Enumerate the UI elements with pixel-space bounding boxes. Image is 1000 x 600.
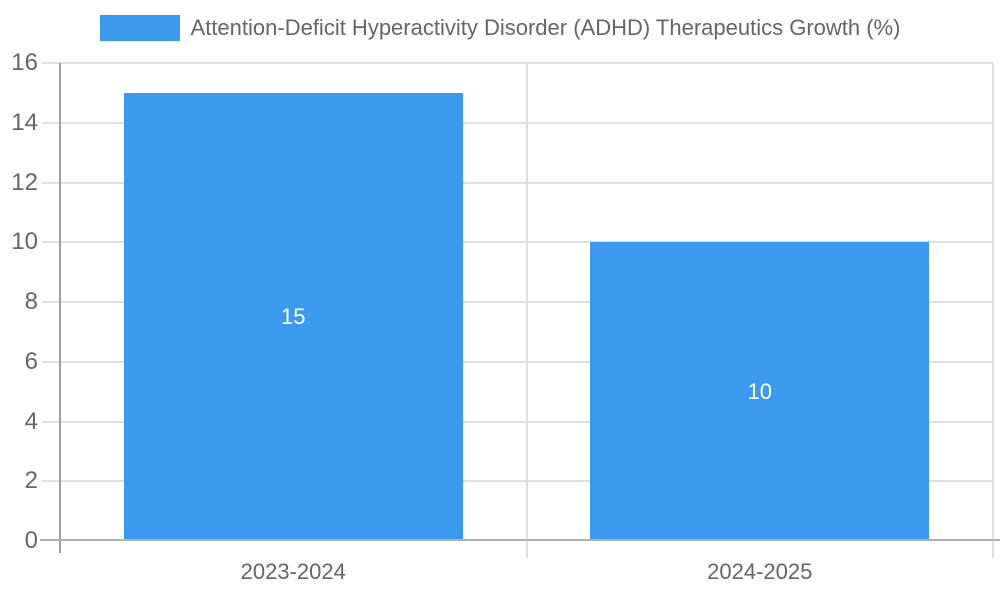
y-tick: [42, 420, 60, 423]
y-tick-label: 12: [11, 168, 38, 196]
y-tick-label: 14: [11, 108, 38, 136]
gridline-v: [525, 63, 528, 558]
y-tick-label: 0: [24, 527, 38, 554]
y-axis-line: [59, 63, 61, 553]
y-tick-label: 6: [24, 347, 38, 375]
y-tick-label: 8: [24, 288, 38, 315]
legend-swatch: [99, 15, 180, 41]
bar[interactable]: [590, 242, 930, 541]
y-tick: [42, 241, 60, 244]
x-tick-label: 2023-2024: [240, 559, 346, 584]
y-tick-label: 2: [24, 467, 38, 495]
y-tick-label: 16: [11, 49, 38, 76]
x-axis-line: [40, 539, 1000, 541]
y-tick: [42, 62, 60, 64]
gridline-v: [992, 63, 994, 558]
y-tick-label: 10: [11, 228, 38, 256]
bar-value-label: 10: [747, 378, 772, 404]
y-tick: [42, 301, 60, 303]
y-tick: [42, 360, 60, 363]
legend-item[interactable]: Attention-Deficit Hyperactivity Disorder…: [99, 15, 901, 41]
y-tick: [42, 480, 60, 483]
x-tick-label: 2024-2025: [707, 559, 813, 584]
y-tick: [42, 121, 60, 124]
y-tick: [42, 181, 60, 184]
bar-value-label: 15: [281, 303, 306, 329]
legend-label: Attention-Deficit Hyperactivity Disorder…: [190, 15, 901, 40]
y-tick-label: 4: [24, 407, 38, 435]
bar[interactable]: [123, 92, 463, 541]
legend: Attention-Deficit Hyperactivity Disorder…: [0, 15, 1000, 41]
